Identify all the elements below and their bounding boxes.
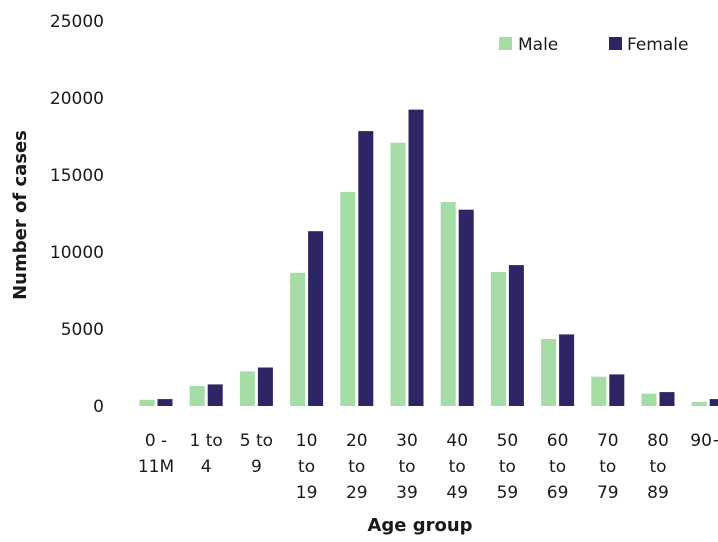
bar-male-6 — [441, 202, 456, 406]
bar-male-5 — [391, 143, 406, 406]
bar-female-3 — [308, 231, 323, 406]
bar-male-3 — [290, 273, 305, 406]
y-tick-label: 10000 — [50, 243, 104, 263]
bar-female-6 — [459, 210, 474, 406]
x-tick-label: 0 -11M — [138, 431, 174, 477]
y-tick-label: 20000 — [50, 89, 104, 109]
bar-female-11 — [710, 399, 718, 406]
legend: Male Female — [499, 35, 688, 55]
legend-label-male: Male — [518, 35, 558, 55]
legend-label-female: Female — [627, 35, 688, 55]
bar-female-4 — [358, 131, 373, 406]
bar-male-4 — [340, 192, 355, 406]
bars — [140, 110, 718, 406]
bar-female-1 — [208, 384, 223, 406]
y-tick-label: 25000 — [50, 12, 104, 32]
bar-male-0 — [140, 400, 155, 406]
bar-female-2 — [258, 368, 273, 407]
bar-male-11 — [692, 402, 707, 406]
bar-female-7 — [509, 265, 524, 406]
y-tick-label: 0 — [93, 397, 104, 417]
bar-female-10 — [660, 392, 675, 406]
legend-swatch-female — [609, 37, 622, 50]
legend-swatch-male — [499, 37, 512, 50]
y-axis-ticks: 0 5000 10000 15000 20000 25000 — [50, 12, 104, 417]
bar-male-8 — [541, 339, 556, 406]
bar-female-0 — [158, 399, 173, 406]
x-axis-title: Age group — [367, 515, 472, 536]
bar-male-10 — [642, 394, 657, 406]
y-tick-label: 15000 — [50, 166, 104, 186]
bar-male-1 — [190, 386, 205, 406]
bar-female-9 — [609, 374, 624, 406]
bar-male-2 — [240, 371, 255, 406]
bar-female-5 — [409, 110, 424, 406]
y-axis-title: Number of cases — [10, 130, 31, 300]
bar-female-8 — [559, 334, 574, 406]
x-tick-label: 90+ — [690, 431, 718, 451]
y-tick-label: 5000 — [61, 320, 104, 340]
bar-male-7 — [491, 272, 506, 406]
bar-male-9 — [591, 377, 606, 406]
